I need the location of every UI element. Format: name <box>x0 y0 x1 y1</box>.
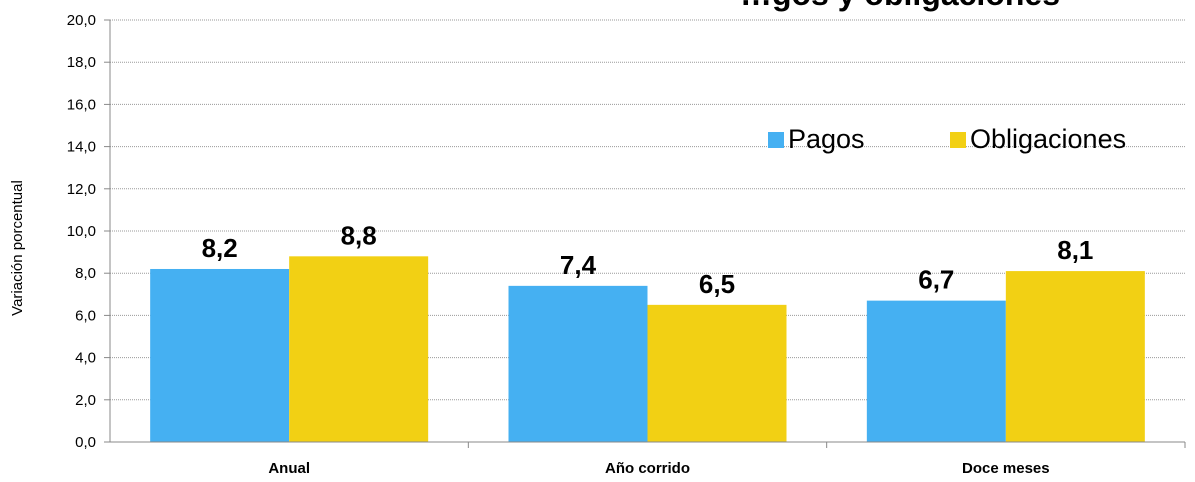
bar <box>1005 271 1145 442</box>
data-label: 8,1 <box>1057 235 1093 265</box>
x-tick-label: Año corrido <box>605 460 690 477</box>
bars <box>150 256 1145 442</box>
y-tick-label: 2,0 <box>75 392 96 409</box>
y-tick-label: 14,0 <box>67 139 96 156</box>
axes: 0,0 2,0 4,0 6,0 8,0 10,0 12,0 14,0 16,0 18,0 20,0 A… <box>67 12 1186 477</box>
bar <box>866 300 1006 442</box>
x-tick-label: Anual <box>268 460 310 477</box>
chart-title: …gos y obligaciones <box>740 0 1060 12</box>
y-tick-label: 20,0 <box>67 12 96 29</box>
data-label: 6,7 <box>918 265 954 295</box>
bar <box>647 304 787 442</box>
legend-label: Obligaciones <box>970 124 1126 154</box>
y-axis-title: Variación porcentual <box>9 180 26 316</box>
bar <box>289 256 429 442</box>
y-tick-label: 12,0 <box>67 181 96 198</box>
x-tick-label: Doce meses <box>962 460 1050 477</box>
y-tick-label: 6,0 <box>75 307 96 324</box>
data-label: 8,8 <box>341 220 377 250</box>
data-label: 7,4 <box>560 250 597 280</box>
data-label: 8,2 <box>202 233 238 263</box>
data-label: 6,5 <box>699 269 735 299</box>
y-tick-label: 18,0 <box>67 54 96 71</box>
y-tick-label: 16,0 <box>67 96 96 113</box>
legend-swatch <box>950 132 966 148</box>
legend-swatch <box>768 132 784 148</box>
legend: Pagos Obligaciones <box>768 124 1126 154</box>
bar <box>150 268 290 442</box>
y-tick-label: 8,0 <box>75 265 96 282</box>
y-tick-label: 4,0 <box>75 350 96 367</box>
y-tick-label: 0,0 <box>75 434 96 451</box>
legend-label: Pagos <box>788 124 865 154</box>
y-tick-label: 10,0 <box>67 223 96 240</box>
data-labels: 8,2 8,8 7,4 6,5 6,7 8,1 <box>202 220 1094 299</box>
bar <box>508 285 648 442</box>
